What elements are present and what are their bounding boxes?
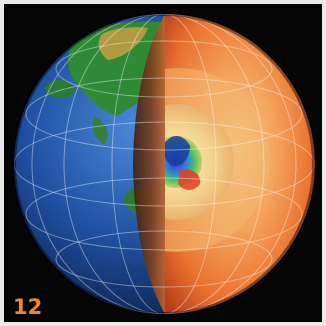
latitude-longitude-grid — [14, 14, 314, 314]
earth-illustration-frame: 12 — [4, 4, 322, 322]
earth-cutaway-illustration — [12, 12, 316, 316]
figure-number-label: 12 — [13, 295, 43, 319]
crust-band — [133, 14, 165, 314]
earth-globe — [12, 12, 316, 316]
